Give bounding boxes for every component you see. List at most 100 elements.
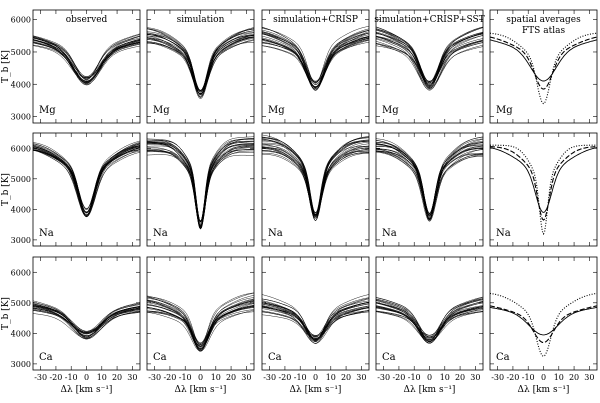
profile-line xyxy=(262,26,369,84)
profile-line xyxy=(147,28,254,95)
species-label: Na xyxy=(39,228,54,239)
profile-line xyxy=(147,139,254,229)
profile-line xyxy=(147,295,254,352)
x-tick-label: -20 xyxy=(392,373,405,382)
profile-line xyxy=(376,306,483,342)
x-tick-label: -30 xyxy=(263,373,276,382)
profile-line xyxy=(33,39,140,82)
x-tick-label: 10 xyxy=(440,373,450,382)
species-label: Mg xyxy=(153,105,170,116)
x-axis-label: Δλ [km s⁻¹] xyxy=(518,385,570,395)
y-tick-label: 5000 xyxy=(11,48,31,57)
profiles xyxy=(376,26,483,91)
profile-line xyxy=(147,310,254,352)
profile-line xyxy=(262,37,369,91)
profile-line xyxy=(262,307,369,344)
column-title: observed xyxy=(66,15,108,25)
profile-line xyxy=(147,302,254,351)
profiles xyxy=(376,136,483,222)
profile-line xyxy=(33,42,140,79)
profile-line xyxy=(147,140,254,228)
profile-line xyxy=(147,143,254,228)
y-tick-label: 3000 xyxy=(11,113,31,122)
x-tick-label: -10 xyxy=(522,373,535,382)
species-label: Ca xyxy=(496,352,510,363)
panel-na-sim_crisp_sst: Na xyxy=(375,132,484,247)
profile-line xyxy=(33,302,140,338)
profile-line xyxy=(33,149,140,215)
profile-line xyxy=(262,146,369,222)
column-title: simulation+CRISP+SST xyxy=(374,15,484,25)
x-axis-label: Δλ [km s⁻¹] xyxy=(404,385,456,395)
profile-line xyxy=(376,148,483,222)
profile-line xyxy=(33,307,140,335)
panel-ca-spatial_avg: -30 -20 -10 0 10 20 30 Ca Δλ [km s⁻¹] xyxy=(489,256,598,395)
species-label: Na xyxy=(496,228,511,239)
profile-line xyxy=(262,32,369,85)
profile-line xyxy=(147,137,254,230)
x-tick-label: 10 xyxy=(97,373,107,382)
profile-line xyxy=(262,150,369,218)
profile-line xyxy=(262,305,369,338)
x-tick-label: 30 xyxy=(356,373,366,382)
y-tick-label: 4000 xyxy=(11,329,31,338)
profile-line xyxy=(147,141,254,222)
profiles xyxy=(33,300,140,340)
profile-line xyxy=(262,306,369,340)
spatial-average-line xyxy=(490,36,597,90)
profile-line xyxy=(33,145,140,217)
x-axis-label: Δλ [km s⁻¹] xyxy=(175,385,227,395)
profile-line xyxy=(147,150,254,227)
profile-line xyxy=(262,39,369,88)
profile-line xyxy=(262,148,369,216)
profile-line xyxy=(262,306,369,342)
profile-line xyxy=(147,307,254,345)
profile-line xyxy=(147,136,254,225)
profiles xyxy=(147,27,254,99)
profile-line xyxy=(376,307,483,338)
profile-line xyxy=(262,134,369,213)
profile-line xyxy=(33,146,140,213)
panel-na-observed: 3000 4000 5000 6000 Na T_b [K] xyxy=(1,132,141,247)
profile-line xyxy=(376,140,483,220)
profile-line xyxy=(147,295,254,349)
x-tick-label: -20 xyxy=(49,373,62,382)
profiles xyxy=(33,140,140,218)
profile-line xyxy=(262,150,369,216)
x-tick-label: -30 xyxy=(377,373,390,382)
x-tick-label: 30 xyxy=(127,373,137,382)
profile-line xyxy=(147,142,254,230)
panel-mg-simulation: Mg simulation xyxy=(146,9,255,124)
profile-line xyxy=(376,42,483,82)
species-label: Ca xyxy=(39,352,53,363)
profile-line xyxy=(376,298,483,342)
x-tick-label: -20 xyxy=(278,373,291,382)
profile-line xyxy=(376,40,483,83)
profile-line xyxy=(376,298,483,342)
profile-line xyxy=(376,147,483,220)
profile-line xyxy=(147,151,254,223)
x-tick-label: -20 xyxy=(163,373,176,382)
profile-line xyxy=(376,300,483,344)
profile-line xyxy=(147,36,254,91)
profile-line xyxy=(376,35,483,89)
column-subtitle: FTS atlas xyxy=(522,26,566,36)
profile-line xyxy=(262,38,369,90)
profile-line xyxy=(376,143,483,215)
profile-line xyxy=(147,300,254,348)
profile-line xyxy=(376,33,483,82)
y-tick-label: 6000 xyxy=(11,16,31,25)
profile-line xyxy=(147,142,254,230)
profile-line xyxy=(147,142,254,226)
spatial-average-line xyxy=(490,305,597,344)
panel-na-simulation: Na xyxy=(146,132,255,247)
profile-line xyxy=(376,28,483,84)
profiles xyxy=(262,294,369,344)
y-tick-label: 3000 xyxy=(11,236,31,245)
profile-line xyxy=(147,139,254,228)
x-tick-label: 20 xyxy=(569,373,579,382)
x-axis-label: Δλ [km s⁻¹] xyxy=(61,385,113,395)
x-tick-label: 10 xyxy=(554,373,564,382)
column-title: simulation xyxy=(177,15,225,25)
fts-atlas-line xyxy=(490,292,597,357)
